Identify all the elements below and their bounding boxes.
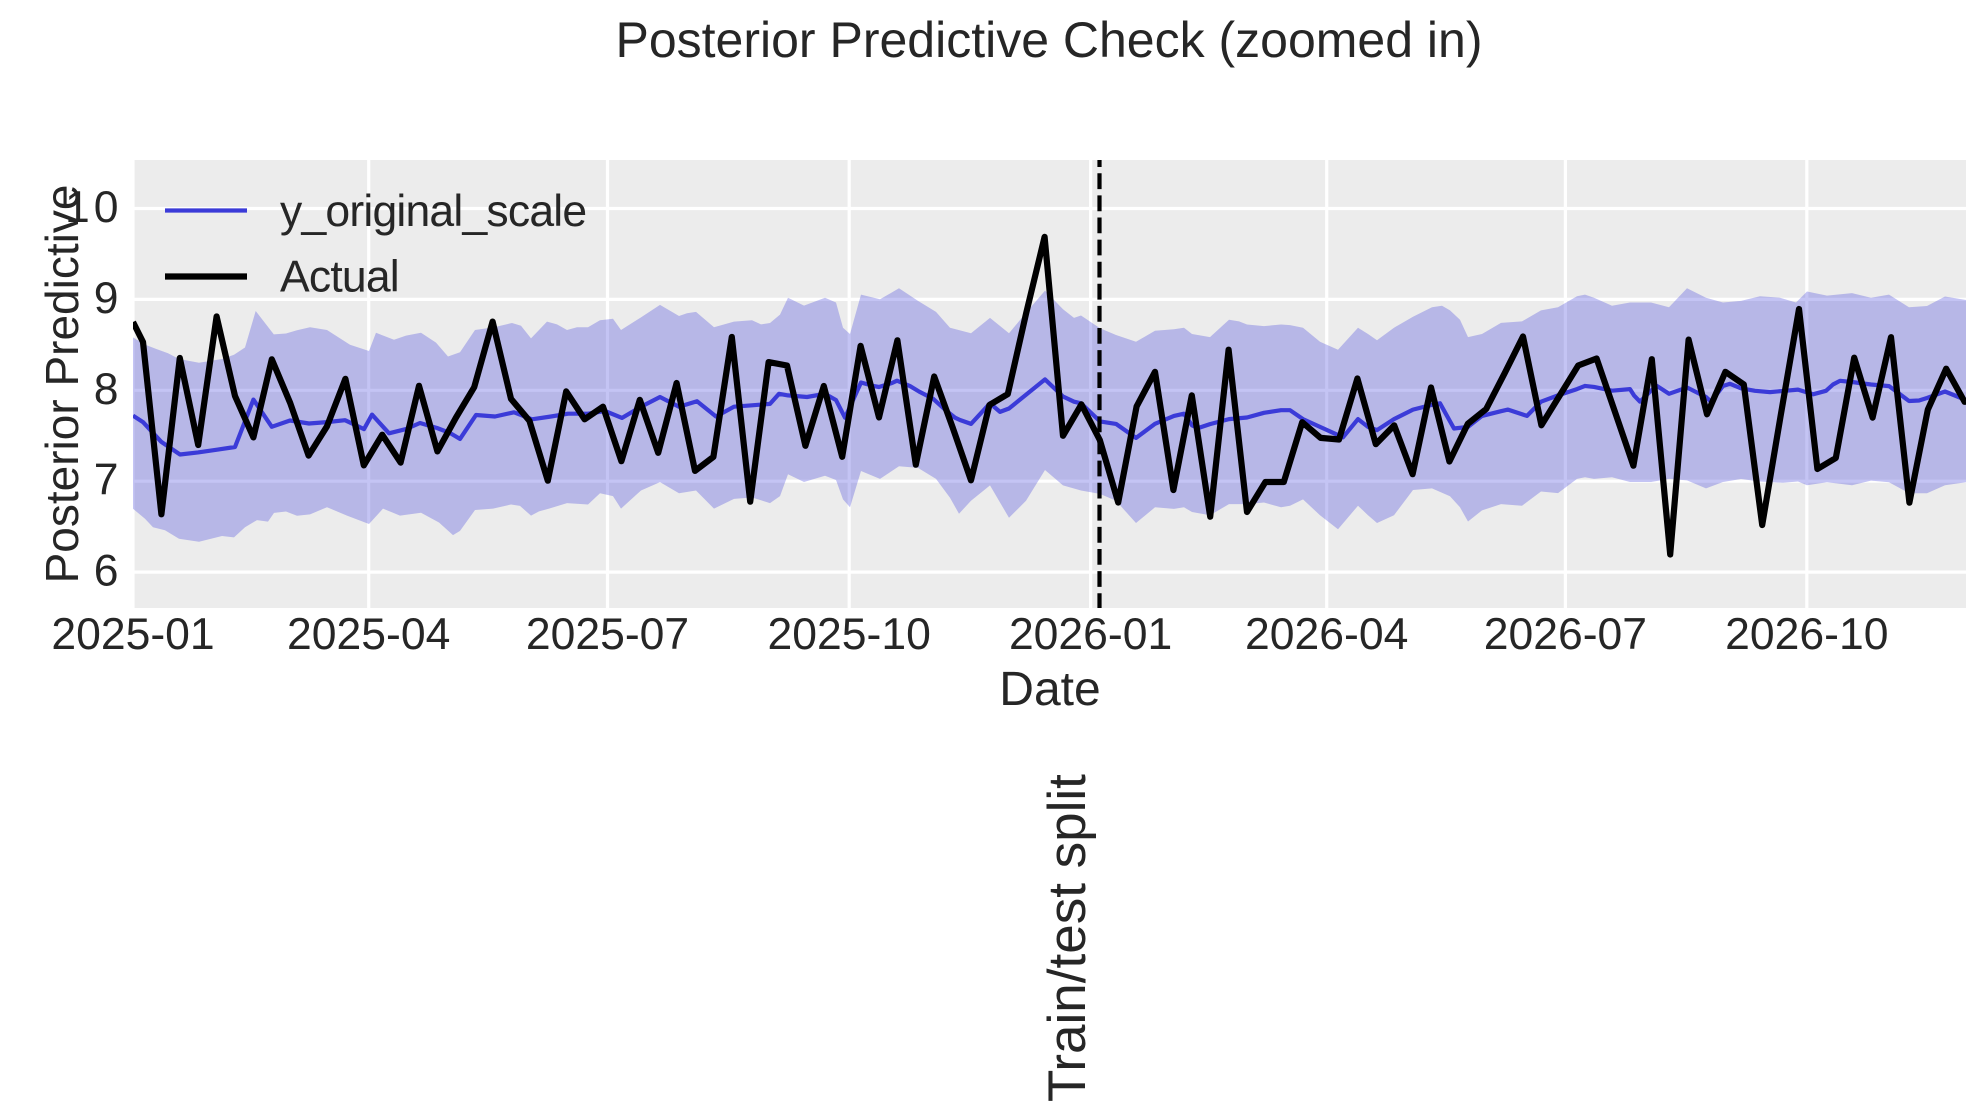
svg-text:2025-01: 2025-01 (51, 610, 214, 659)
svg-text:2025-10: 2025-10 (768, 610, 931, 659)
svg-text:Posterior Predictive: Posterior Predictive (36, 185, 88, 584)
svg-text:y_original_scale: y_original_scale (280, 187, 586, 236)
svg-text:2026-04: 2026-04 (1245, 610, 1408, 659)
svg-text:7: 7 (94, 456, 123, 505)
svg-text:10: 10 (65, 183, 123, 232)
svg-text:2026-01: 2026-01 (1009, 610, 1172, 659)
svg-text:2026-10: 2026-10 (1725, 610, 1888, 659)
svg-text:Date: Date (999, 663, 1100, 716)
svg-text:2025-04: 2025-04 (287, 610, 450, 659)
svg-text:Train/test split: Train/test split (1038, 774, 1097, 1102)
svg-text:2026-07: 2026-07 (1484, 610, 1647, 659)
svg-text:6: 6 (94, 547, 123, 596)
svg-text:Posterior Predictive Check (zo: Posterior Predictive Check (zoomed in) (616, 12, 1483, 68)
svg-text:9: 9 (94, 274, 123, 323)
svg-text:8: 8 (94, 365, 123, 414)
svg-text:Actual: Actual (280, 253, 399, 302)
svg-text:2025-07: 2025-07 (526, 610, 689, 659)
